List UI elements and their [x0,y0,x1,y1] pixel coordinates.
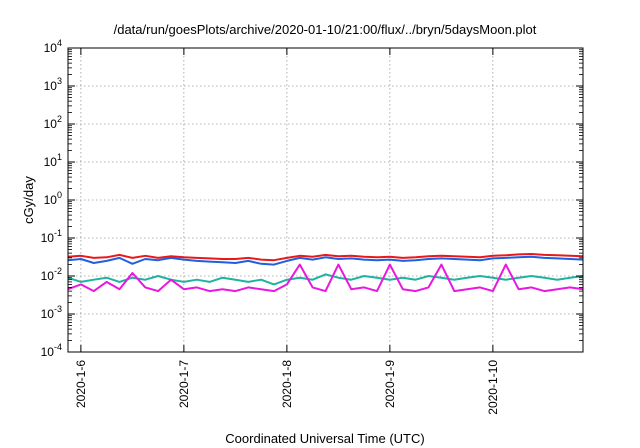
series-line-1 [67,253,584,262]
y-tick-label: 104 [44,38,62,55]
x-tick-label: 2020-1-8 [280,360,294,408]
x-tick-labels: 2020-1-6 2020-1-7 2020-1-8 2020-1-9 2020-1-1… [74,360,500,415]
y-tick-base: 10 [41,231,55,245]
y-tick-base: 10 [41,269,55,283]
y-tick-label: 101 [44,152,62,169]
series-layer [67,253,584,293]
series-line-2 [67,255,584,266]
y-tick-exponent: -3 [54,304,62,314]
y-tick-exponent: 0 [57,190,62,200]
y-tick-base: 10 [44,155,58,169]
y-tick-label: 100 [44,190,62,207]
y-tick-base: 10 [41,345,55,359]
y-tick-label: 10-2 [41,266,62,283]
y-tick-exponent: -2 [54,266,62,276]
x-tick-label: 2020-1-6 [74,360,88,408]
y-tick-base: 10 [41,307,55,321]
series-line-3 [67,273,584,286]
y-tick-exponent: 4 [57,38,62,48]
x-tick-label: 2020-1-10 [486,360,500,415]
y-tick-base: 10 [44,41,58,55]
x-axis-label: Coordinated Universal Time (UTC) [225,431,424,446]
axis-ticks [68,47,583,353]
series-line-4 [67,263,584,293]
y-tick-label: 103 [44,76,62,93]
y-tick-label: 102 [44,114,62,131]
x-tick-label: 2020-1-9 [383,360,397,408]
chart-title: /data/run/goesPlots/archive/2020-01-10/2… [114,22,537,37]
y-axis-label: cGy/day [21,176,36,224]
y-tick-exponent: 3 [57,76,62,86]
y-tick-base: 10 [44,193,58,207]
y-tick-label: 10-4 [41,342,62,359]
x-tick-label: 2020-1-7 [177,360,191,408]
y-tick-exponent: 1 [57,152,62,162]
y-tick-exponent: -4 [54,342,62,352]
y-tick-exponent: -1 [54,228,62,238]
y-tick-base: 10 [44,117,58,131]
grid [68,48,583,352]
y-tick-label: 10-3 [41,304,62,321]
y-tick-exponent: 2 [57,114,62,124]
y-tick-base: 10 [44,79,58,93]
y-tick-label: 10-1 [41,228,62,245]
